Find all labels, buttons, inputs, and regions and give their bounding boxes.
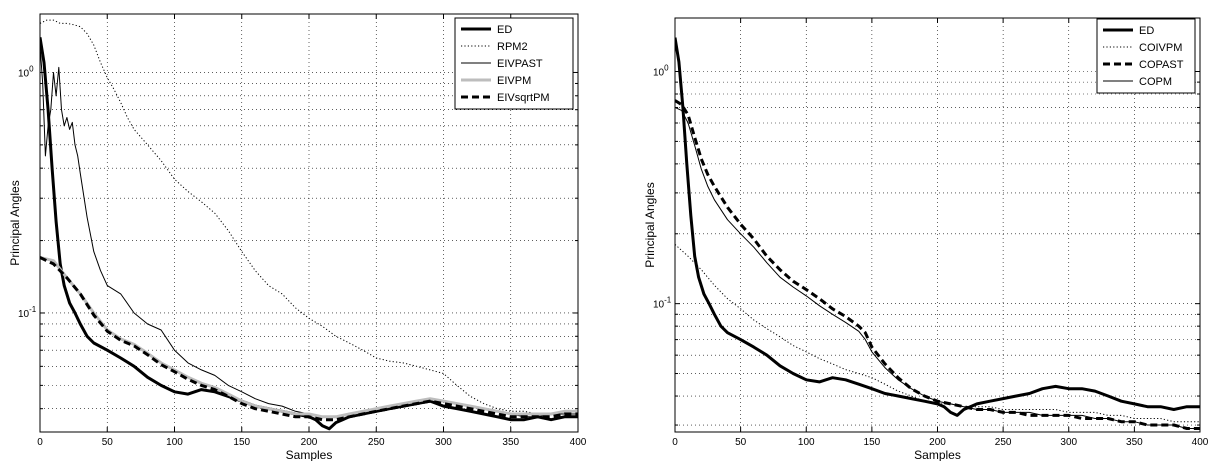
legend-label: EIVPM (497, 75, 531, 87)
x-tick-label: 50 (735, 437, 747, 448)
legend: ED COIVPM COPAST COPM (1096, 18, 1196, 94)
y-tick-label: 100 (653, 63, 669, 78)
x-tick-label: 150 (233, 437, 250, 448)
legend-label: COIVPM (1139, 42, 1182, 54)
x-tick-label: 400 (570, 437, 587, 448)
series-line-eivsqrtpm (40, 256, 578, 422)
legend: ED RPM2 EIVPAST EIVPM EIVsqrtPM (454, 17, 574, 110)
series-group (40, 19, 578, 431)
x-tick-label: 350 (502, 437, 519, 448)
series-line-ed (675, 37, 1200, 417)
legend-label: ED (497, 24, 512, 36)
x-tick-label: 50 (102, 437, 114, 448)
y-axis-label: Principal Angles (8, 180, 22, 265)
legend-label: RPM2 (497, 41, 528, 53)
series-line-copast (675, 99, 1200, 430)
y-tick-label: 100 (18, 64, 34, 79)
x-tick-label: 400 (1192, 437, 1209, 448)
series-group (675, 37, 1200, 430)
x-tick-label: 150 (864, 437, 881, 448)
chart-panel-2: 0 50 100 150 200 250 300 350 400 100 10-1 Samples Pr… (643, 17, 1209, 461)
legend-label: COPM (1139, 76, 1172, 88)
x-tick-label: 0 (37, 437, 43, 448)
x-tick-label: 250 (995, 437, 1012, 448)
legend-label: ED (1139, 25, 1154, 37)
x-axis-label: Samples (286, 448, 333, 461)
series-line-eivpm (40, 256, 578, 419)
legend-label: COPAST (1139, 59, 1184, 71)
x-tick-label: 300 (1060, 437, 1077, 448)
x-tick-label: 350 (1126, 437, 1143, 448)
x-tick-label: 100 (166, 437, 183, 448)
legend-label: EIVsqrtPM (497, 92, 550, 104)
legend-label: EIVPAST (497, 58, 543, 70)
x-axis-label: Samples (914, 448, 961, 461)
x-tick-label: 100 (798, 437, 815, 448)
series-line-coivpm (675, 244, 1200, 423)
x-tick-label: 250 (368, 437, 385, 448)
y-axis-label: Principal Angles (643, 182, 657, 267)
y-tick-label: 10-1 (18, 305, 37, 320)
y-tick-label: 10-1 (653, 296, 672, 311)
x-tick-label: 200 (929, 437, 946, 448)
x-tick-label: 200 (301, 437, 318, 448)
x-tick-label: 0 (672, 437, 678, 448)
x-tick-label: 300 (435, 437, 452, 448)
series-line-copm (675, 107, 1200, 429)
chart-panel-1: 0 50 100 150 200 250 300 350 400 100 10-1 Samples Pr… (8, 13, 587, 461)
